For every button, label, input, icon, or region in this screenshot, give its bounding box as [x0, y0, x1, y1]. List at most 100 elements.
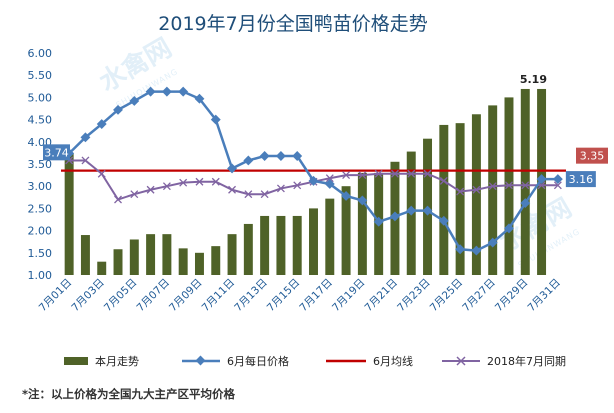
bar [64, 153, 74, 275]
bar [80, 235, 90, 275]
point-2018 [276, 184, 285, 193]
y-tick-label: 4.50 [28, 114, 53, 127]
point-2018 [358, 171, 367, 180]
y-tick-label: 5.50 [28, 69, 53, 82]
point-june [129, 96, 140, 106]
point-june [552, 174, 563, 185]
avg-value-label: 3.35 [576, 147, 608, 164]
x-tick-label: 7月19日 [330, 277, 368, 315]
legend-label-june: 6月每日价格 [227, 354, 289, 368]
svg-text:3.74: 3.74 [44, 146, 69, 159]
legend-swatch-bar [64, 357, 88, 365]
bar [357, 172, 367, 275]
point-2018 [195, 177, 204, 186]
point-june [487, 237, 498, 248]
point-june [308, 175, 319, 186]
point-june [80, 132, 91, 143]
bar [129, 239, 139, 275]
x-tick-label: 7月05日 [102, 277, 140, 315]
point-2018 [456, 187, 465, 196]
legend-label-avg: 6月均线 [373, 354, 413, 368]
bar [243, 223, 253, 275]
x-tick-label: 7月31日 [525, 277, 563, 315]
y-tick-label: 3.50 [28, 158, 53, 171]
x-tick-label: 7月21日 [363, 277, 401, 315]
point-2018 [114, 195, 122, 204]
bar [146, 234, 156, 275]
point-june [113, 104, 123, 115]
x-tick-label: 7月13日 [232, 277, 270, 315]
bar [488, 105, 498, 275]
x-tick-label: 7月23日 [395, 277, 433, 315]
footnote: *注：以上价格为全国九大主产区平均价格 [22, 387, 236, 401]
point-2018 [260, 190, 269, 199]
bar [455, 123, 465, 275]
bar [227, 234, 237, 275]
watermark-text: 水禽网 [94, 32, 177, 98]
point-june [292, 151, 303, 161]
point-2018 [81, 156, 90, 165]
bar-max-label: 5.19 [520, 73, 547, 86]
point-june [536, 174, 547, 185]
point-2018 [146, 185, 155, 194]
x-tick-label: 7月11日 [200, 277, 238, 315]
point-2018 [423, 169, 432, 178]
point-2018 [374, 169, 383, 178]
line-series-june [64, 86, 563, 256]
x-tick-label: 7月25日 [428, 277, 466, 315]
bar [292, 215, 302, 275]
x-tick-label: 7月09日 [167, 277, 205, 315]
point-june [390, 211, 400, 222]
point-june [275, 151, 286, 161]
point-2018 [342, 171, 351, 180]
point-june [357, 195, 368, 206]
point-2018 [488, 182, 497, 191]
legend-marker-june [195, 355, 206, 366]
point-2018 [439, 176, 448, 185]
x-tick-label: 7月15日 [265, 277, 303, 315]
point-june [243, 155, 254, 166]
bar [276, 215, 286, 275]
point-2018 [553, 181, 562, 190]
point-june [504, 223, 514, 234]
y-tick-label: 6.00 [28, 47, 53, 60]
point-2018 [244, 190, 253, 199]
x-tick-label: 7月29日 [493, 277, 531, 315]
point-2018 [179, 178, 188, 187]
point-2018 [505, 181, 513, 190]
point-june [178, 86, 189, 97]
svg-text:3.16: 3.16 [569, 173, 594, 186]
bar-series-current-month [64, 88, 547, 276]
data-labels: 5.19 3.74 3.16 3.35 [43, 73, 608, 188]
legend-label-2018: 2018年7月同期 [487, 354, 566, 368]
point-june [324, 179, 335, 189]
bar [194, 252, 204, 275]
svg-text:3.35: 3.35 [580, 150, 605, 163]
x-axis: 7月01日7月03日7月05日7月07日7月09日7月11日7月13日7月15日… [37, 277, 563, 315]
point-2018 [390, 169, 399, 178]
x-tick-label: 7月17日 [297, 277, 335, 315]
point-2018 [325, 174, 334, 183]
point-2018 [407, 169, 416, 178]
point-june [406, 205, 417, 216]
x-tick-label: 7月03日 [69, 277, 107, 315]
point-june [96, 119, 107, 129]
y-tick-label: 2.50 [28, 202, 53, 215]
point-june [145, 86, 156, 97]
bar [211, 246, 221, 275]
point-2018 [293, 181, 302, 190]
x-tick-label: 7月01日 [37, 277, 75, 315]
point-2018 [228, 185, 237, 194]
end-value-label: 3.16 [565, 171, 596, 188]
y-tick-label: 2.00 [28, 225, 53, 238]
y-axis: 1.001.502.002.503.003.504.004.505.005.50… [28, 47, 53, 282]
point-june [438, 215, 449, 226]
point-2018 [130, 190, 139, 199]
bar [97, 261, 107, 275]
x-tick-label: 7月27日 [460, 277, 498, 315]
point-2018 [521, 181, 530, 190]
bar [309, 208, 318, 275]
bar [341, 186, 351, 275]
point-june [471, 245, 482, 256]
